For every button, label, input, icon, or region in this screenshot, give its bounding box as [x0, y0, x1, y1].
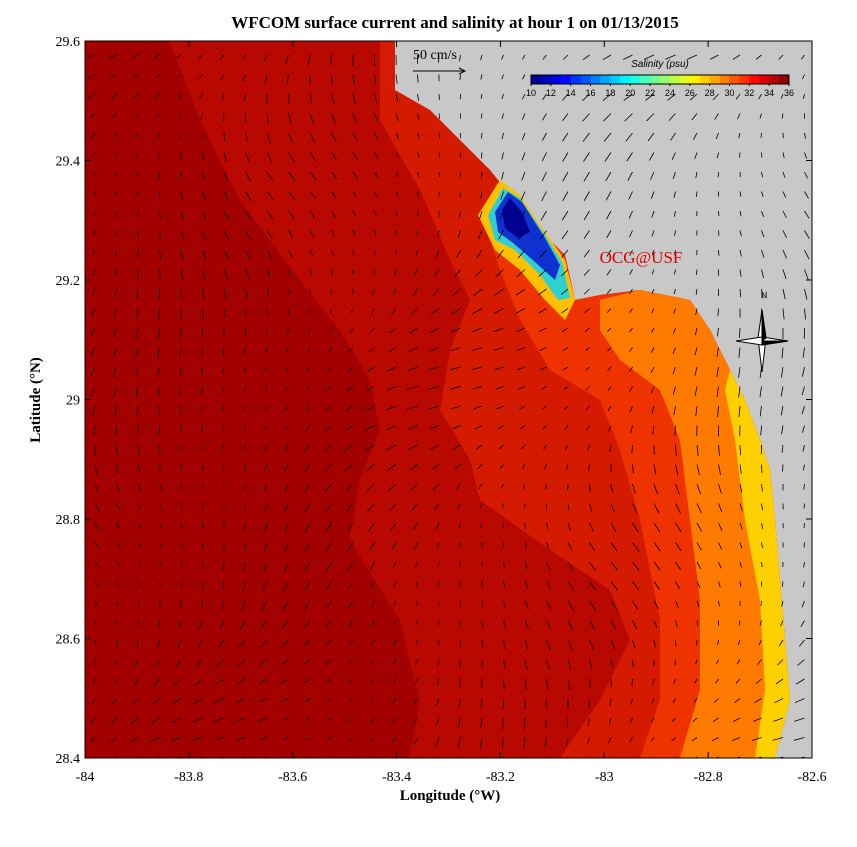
colorbar-title: Salinity (psu) — [631, 59, 689, 70]
colorbar-tick-label: 26 — [685, 88, 695, 98]
colorbar-cell — [680, 75, 690, 84]
current-vector — [481, 133, 482, 138]
current-vector — [719, 231, 720, 236]
current-vector — [458, 757, 460, 768]
colorbar-tick-label: 18 — [605, 88, 615, 98]
current-vector — [739, 328, 740, 338]
y-tick-label: 28.8 — [56, 513, 81, 528]
colorbar-cell — [729, 75, 739, 84]
salinity-field — [85, 41, 812, 758]
current-vector — [804, 543, 805, 548]
colorbar-tick-label: 10 — [526, 88, 536, 98]
colorbar-cell — [739, 75, 749, 84]
north-label: N — [761, 290, 768, 300]
current-vector — [632, 679, 633, 686]
colorbar-cell — [541, 75, 551, 84]
x-tick-label: -82.6 — [797, 770, 826, 785]
colorbar-cell — [700, 75, 710, 84]
x-tick-label: -83 — [595, 770, 614, 785]
x-tick-label: -84 — [76, 770, 95, 785]
colorbar-cell — [650, 75, 660, 84]
current-vector — [480, 757, 482, 768]
colorbar-cell — [720, 75, 730, 84]
y-tick-label: 29 — [66, 394, 80, 409]
colorbar-cell — [759, 75, 769, 84]
colorbar-tick-label: 36 — [784, 88, 794, 98]
colorbar-cell — [571, 75, 581, 84]
colorbar-tick-label: 30 — [724, 88, 734, 98]
current-vector — [761, 601, 762, 606]
colorbar-cell — [551, 75, 561, 84]
y-tick-label: 28.6 — [56, 633, 81, 648]
x-axis-label: Longitude (°W) — [400, 788, 501, 804]
colorbar-cell — [670, 75, 680, 84]
current-vector — [439, 192, 440, 197]
y-tick-label: 28.4 — [56, 752, 81, 767]
x-tick-label: -82.8 — [694, 770, 723, 785]
colorbar-tick-label: 28 — [705, 88, 715, 98]
current-vector — [696, 270, 697, 275]
colorbar-cell — [561, 75, 571, 84]
current-vector — [460, 562, 461, 567]
colorbar-cell — [710, 75, 720, 84]
y-tick-label: 29.2 — [56, 274, 81, 289]
credit: OCG@USF — [600, 248, 683, 267]
y-axis-label: Latitude (°N) — [28, 357, 44, 443]
current-vector — [203, 562, 204, 569]
colorbar-tick-label: 34 — [764, 88, 774, 98]
colorbar-tick-label: 22 — [645, 88, 655, 98]
colorbar-tick-label: 16 — [586, 88, 596, 98]
colorbar-tick-label: 32 — [744, 88, 754, 98]
colorbar-cell — [660, 75, 670, 84]
colorbar-cell — [640, 75, 650, 84]
current-vector — [138, 621, 139, 627]
scale-label: 50 cm/s — [413, 48, 457, 63]
x-tick-label: -83.2 — [486, 770, 515, 785]
y-tick-label: 29.6 — [56, 35, 81, 50]
colorbar-cell — [600, 75, 610, 84]
current-vector — [502, 757, 503, 768]
colorbar-cell — [581, 75, 591, 84]
colorbar-cell — [610, 75, 620, 84]
current-vector — [159, 309, 160, 320]
colorbar-cell — [690, 75, 700, 84]
current-vector — [740, 445, 741, 455]
current-vector — [481, 153, 482, 159]
colorbar-tick-label: 14 — [566, 88, 576, 98]
chart-title: WFCOM surface current and salinity at ho… — [231, 13, 679, 32]
current-vector — [676, 640, 677, 646]
colorbar-cell — [630, 75, 640, 84]
colorbar-cell — [531, 75, 541, 84]
x-tick-label: -83.6 — [278, 770, 307, 785]
colorbar-cell — [749, 75, 759, 84]
current-vector — [116, 426, 117, 437]
x-tick-label: -83.8 — [174, 770, 203, 785]
x-tick-label: -83.4 — [382, 770, 411, 785]
colorbar-cell — [769, 75, 779, 84]
colorbar-cell — [620, 75, 630, 84]
colorbar-tick-label: 24 — [665, 88, 675, 98]
y-tick-label: 29.4 — [56, 155, 81, 170]
colorbar-cell — [779, 75, 789, 84]
colorbar-tick-label: 12 — [546, 88, 556, 98]
colorbar-tick-label: 20 — [625, 88, 635, 98]
current-vector — [804, 504, 805, 509]
colorbar-cell — [591, 75, 601, 84]
